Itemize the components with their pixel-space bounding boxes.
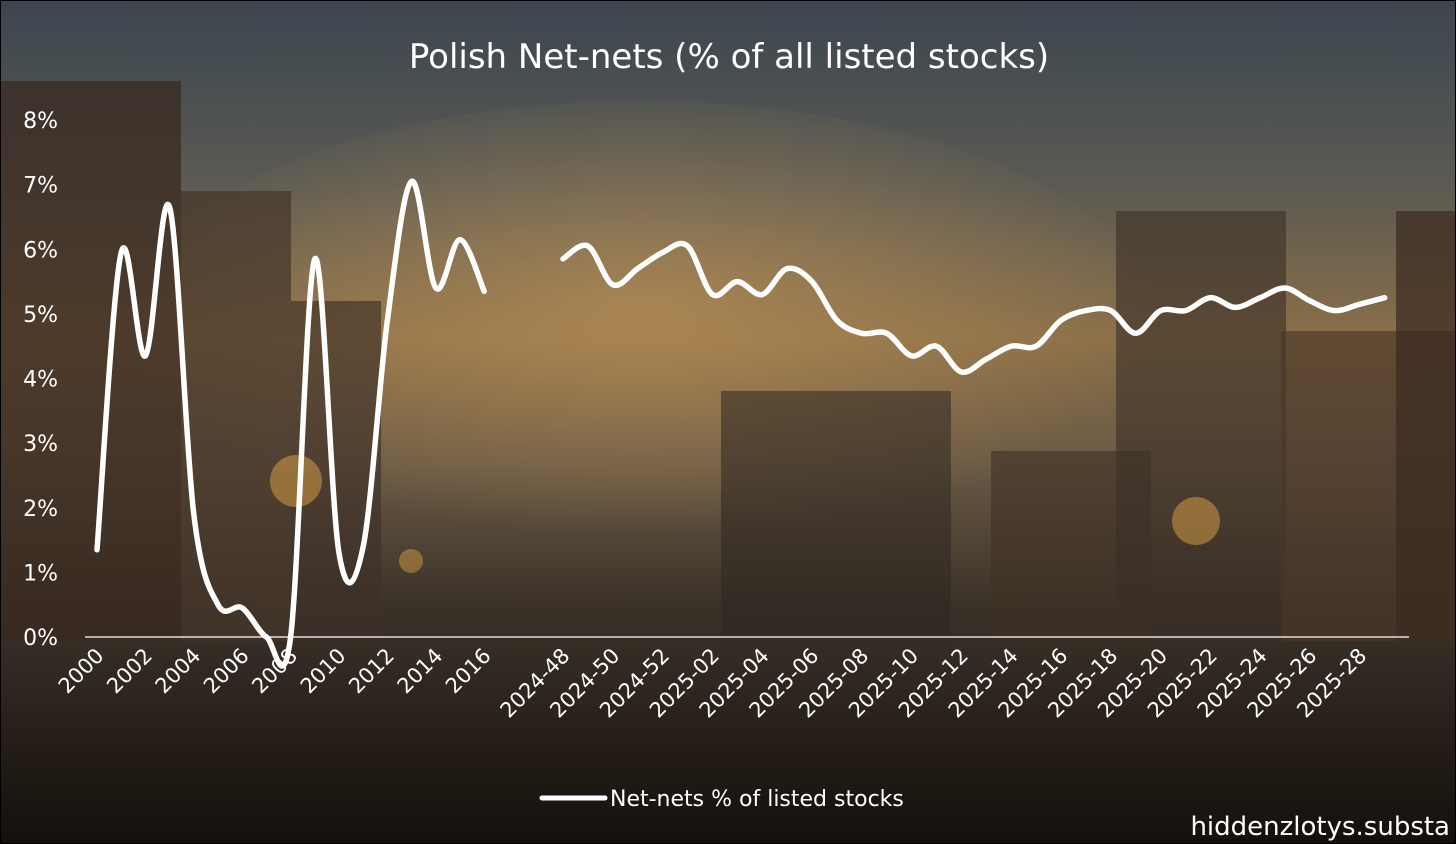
- y-tick-label: 3%: [23, 432, 58, 457]
- watermark-text: hiddenzlotys.substa: [1190, 812, 1450, 842]
- y-tick-label: 2%: [23, 497, 58, 522]
- background-scene: [1, 81, 1455, 843]
- y-tick-label: 8%: [23, 109, 58, 134]
- series-line-net-nets-panel-2: [560, 240, 1388, 375]
- legend: Net-nets % of listed stocks: [539, 787, 904, 812]
- chart-title: Polish Net-nets (% of all listed stocks): [409, 37, 1049, 77]
- y-axis-ticks: 0% 1% 2% 3% 4% 5% 6% 7% 8%: [23, 109, 58, 651]
- series-line-net-nets-panel-1: [94, 178, 487, 669]
- y-tick-label: 6%: [23, 238, 58, 263]
- legend-label: Net-nets % of listed stocks: [610, 787, 904, 812]
- y-tick-label: 1%: [23, 561, 58, 586]
- series-lines: [94, 178, 1388, 669]
- y-tick-label: 5%: [23, 303, 58, 328]
- y-tick-label: 0%: [23, 626, 58, 651]
- y-tick-label: 4%: [23, 368, 58, 393]
- y-tick-label: 7%: [23, 174, 58, 199]
